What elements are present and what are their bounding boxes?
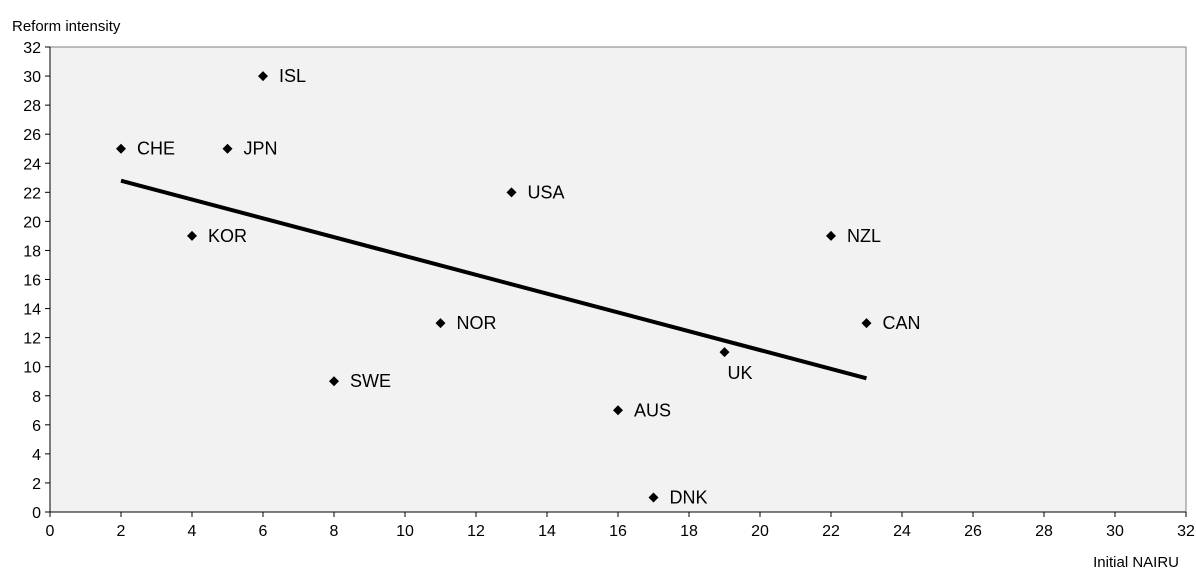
trendline-layer <box>120 178 868 381</box>
x-tick-label: 10 <box>396 523 414 540</box>
trendline <box>120 178 868 381</box>
y-tick-label: 18 <box>23 243 41 260</box>
data-point-usa <box>506 187 517 198</box>
y-tick-label: 12 <box>23 331 41 348</box>
x-tick-label: 32 <box>1177 523 1195 540</box>
point-label-can: CAN <box>883 313 921 333</box>
x-tick-label: 30 <box>1106 523 1124 540</box>
point-label-dnk: DNK <box>670 487 708 507</box>
point-label-nor: NOR <box>457 313 497 333</box>
y-tick-label: 6 <box>32 418 41 435</box>
tick-labels: 0 2 4 6 8 10 12 14 16 18 20 22 24 26 28 30 3202468101214… <box>23 40 1195 540</box>
y-tick-label: 26 <box>23 127 41 144</box>
y-tick-label: 16 <box>23 273 41 290</box>
data-point-nor <box>435 318 446 329</box>
y-tick-label: 2 <box>32 476 41 493</box>
point-label-kor: KOR <box>208 226 247 246</box>
x-axis-label: Initial NAIRU <box>1093 554 1179 571</box>
point-label-jpn: JPN <box>244 139 278 159</box>
data-point-che <box>116 143 126 154</box>
data-point-kor <box>187 230 197 241</box>
data-point-jpn <box>222 143 233 154</box>
x-tick-label: 28 <box>1035 523 1053 540</box>
y-axis-label: Reform intensity <box>12 18 121 35</box>
x-tick-label: 6 <box>259 523 268 540</box>
y-tick-label: 8 <box>32 389 41 406</box>
point-label-uk: UK <box>728 363 753 383</box>
x-tick-label: 24 <box>893 523 911 540</box>
x-tick-label: 12 <box>467 523 485 540</box>
point-label-nzl: NZL <box>847 226 881 246</box>
plot-area <box>49 46 1187 513</box>
axes <box>45 46 1187 517</box>
point-label-che: CHE <box>137 139 175 159</box>
y-tick-label: 0 <box>32 505 41 522</box>
x-tick-label: 22 <box>822 523 840 540</box>
y-tick-label: 28 <box>23 98 41 115</box>
point-label-usa: USA <box>528 182 565 202</box>
y-tick-label: 20 <box>23 214 41 231</box>
y-tick-label: 14 <box>23 302 41 319</box>
x-tick-label: 18 <box>680 523 698 540</box>
data-point-aus <box>613 405 623 416</box>
x-tick-label: 2 <box>117 523 126 540</box>
data-point-dnk <box>648 492 659 503</box>
point-label-aus: AUS <box>634 400 671 420</box>
y-tick-label: 22 <box>23 185 41 202</box>
y-tick-label: 24 <box>23 156 41 173</box>
data-point-can <box>861 318 872 329</box>
x-tick-label: 0 <box>46 523 55 540</box>
data-point-uk <box>719 347 730 358</box>
x-tick-label: 14 <box>538 523 556 540</box>
x-tick-label: 26 <box>964 523 982 540</box>
x-tick-label: 16 <box>609 523 627 540</box>
y-tick-label: 30 <box>23 69 41 86</box>
y-tick-label: 32 <box>23 40 41 57</box>
y-tick-label: 10 <box>23 360 41 377</box>
data-point-nzl <box>826 230 836 241</box>
point-label-isl: ISL <box>279 66 306 86</box>
point-label-swe: SWE <box>350 371 391 391</box>
x-tick-label: 4 <box>188 523 197 540</box>
data-points: ISL CHE JPN USA KOR NZL NOR CAN UK SWE AUS DNK <box>116 66 921 507</box>
data-point-isl <box>258 71 268 82</box>
x-tick-label: 20 <box>751 523 769 540</box>
data-point-swe <box>329 376 339 387</box>
x-tick-label: 8 <box>330 523 339 540</box>
y-tick-label: 4 <box>32 447 41 464</box>
